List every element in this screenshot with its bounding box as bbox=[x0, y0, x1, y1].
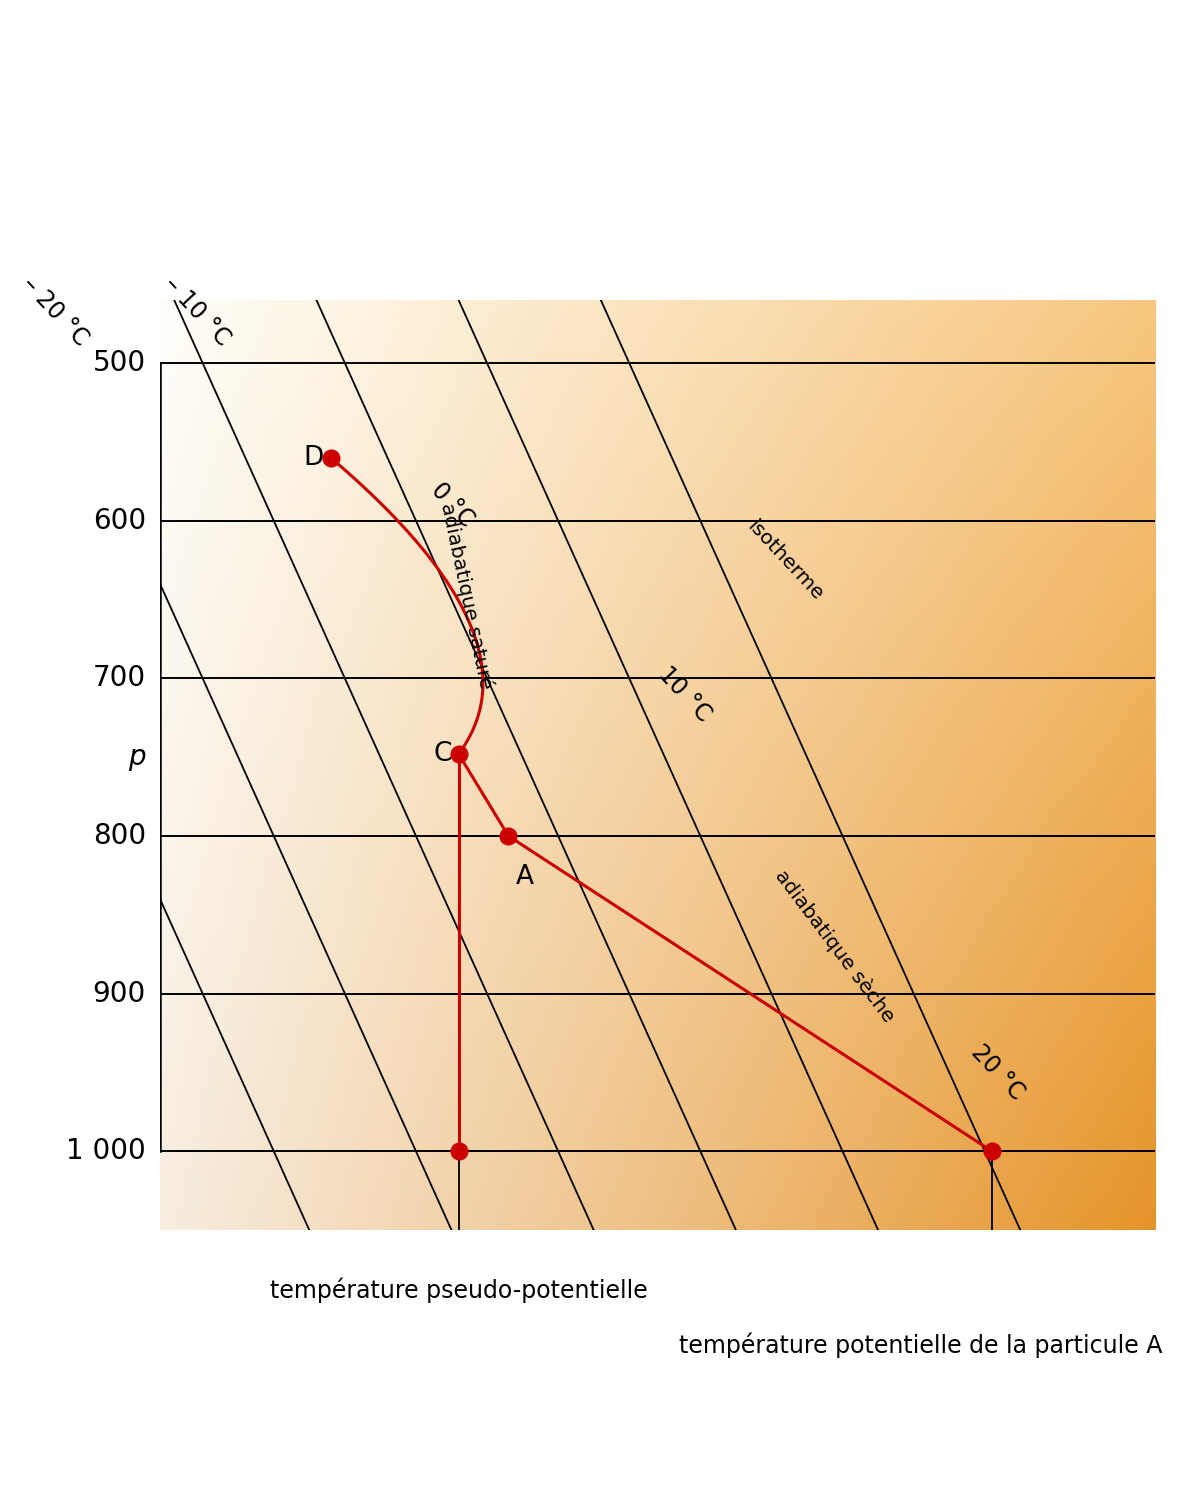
Text: p: p bbox=[128, 742, 146, 771]
Text: D: D bbox=[303, 444, 324, 471]
Text: – 10 °C: – 10 °C bbox=[159, 272, 235, 351]
Text: adiabatique sèche: adiabatique sèche bbox=[771, 865, 899, 1026]
Text: 700: 700 bbox=[92, 664, 146, 693]
Text: – 20 °C: – 20 °C bbox=[17, 272, 92, 351]
Text: température potentielle de la particule A: température potentielle de la particule … bbox=[679, 1332, 1162, 1358]
Text: adiabatique saturé: adiabatique saturé bbox=[437, 501, 497, 692]
Text: 800: 800 bbox=[92, 822, 146, 850]
Text: 0 °C: 0 °C bbox=[425, 478, 478, 531]
Text: température pseudo-potentielle: température pseudo-potentielle bbox=[270, 1278, 647, 1304]
Text: 10 °C: 10 °C bbox=[653, 662, 716, 726]
Text: C: C bbox=[433, 741, 451, 766]
Text: isotherme: isotherme bbox=[743, 516, 826, 605]
Text: A: A bbox=[515, 864, 533, 891]
Text: 500: 500 bbox=[92, 350, 146, 376]
Text: 900: 900 bbox=[92, 980, 146, 1008]
Text: 20 °C: 20 °C bbox=[966, 1040, 1029, 1104]
Text: 600: 600 bbox=[92, 507, 146, 534]
Text: 1 000: 1 000 bbox=[66, 1137, 146, 1166]
